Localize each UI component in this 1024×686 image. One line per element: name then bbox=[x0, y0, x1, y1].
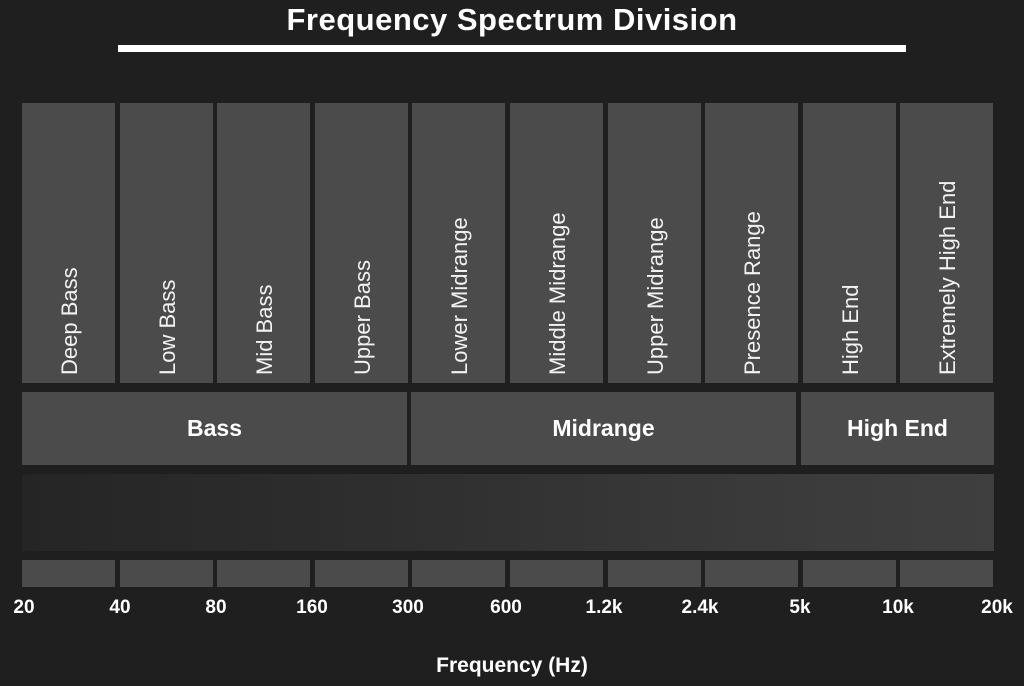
frequency-segment bbox=[315, 560, 408, 587]
x-axis-label: Frequency (Hz) bbox=[436, 654, 588, 677]
tick-label: 600 bbox=[490, 597, 522, 618]
band-label: Extremely High End bbox=[935, 180, 960, 375]
band-lower-midrange: Lower Midrange bbox=[412, 103, 505, 383]
band-label: Deep Bass bbox=[57, 267, 82, 375]
band-mid-bass: Mid Bass bbox=[217, 103, 310, 383]
band-label: Low Bass bbox=[155, 279, 180, 375]
band-extremely-high-end: Extremely High End bbox=[900, 103, 993, 383]
band-deep-bass: Deep Bass bbox=[22, 103, 115, 383]
frequency-segment bbox=[120, 560, 213, 587]
tick-label: 300 bbox=[392, 597, 424, 618]
band-high-end: High End bbox=[803, 103, 896, 383]
tick-label: 80 bbox=[205, 597, 227, 618]
frequency-segment bbox=[705, 560, 798, 587]
tick-label: 10k bbox=[882, 597, 914, 618]
tick-label: 20k bbox=[981, 597, 1013, 618]
tick-label: 40 bbox=[109, 597, 131, 618]
frequency-segment bbox=[608, 560, 701, 587]
tick-label: 1.2k bbox=[585, 597, 623, 618]
diagram-title: Frequency Spectrum Division bbox=[286, 2, 738, 37]
band-label: Mid Bass bbox=[252, 284, 277, 375]
spectrum-gradient-bar bbox=[22, 474, 994, 551]
group-midrange: Midrange bbox=[411, 392, 796, 465]
frequency-segment bbox=[510, 560, 603, 587]
tick-label: 20 bbox=[13, 597, 35, 618]
title-underline bbox=[118, 45, 906, 52]
band-label: Presence Range bbox=[740, 211, 765, 375]
frequency-segment bbox=[803, 560, 896, 587]
group-high-end: High End bbox=[801, 392, 994, 465]
band-low-bass: Low Bass bbox=[120, 103, 213, 383]
band-label: Middle Midrange bbox=[545, 212, 570, 375]
band-label: Upper Bass bbox=[350, 260, 375, 375]
band-label: Lower Midrange bbox=[447, 217, 472, 375]
band-upper-bass: Upper Bass bbox=[315, 103, 408, 383]
band-label: High End bbox=[838, 284, 863, 375]
frequency-segment bbox=[217, 560, 310, 587]
band-upper-midrange: Upper Midrange bbox=[608, 103, 701, 383]
band-presence-range: Presence Range bbox=[705, 103, 798, 383]
frequency-segment bbox=[412, 560, 505, 587]
band-label: Upper Midrange bbox=[643, 217, 668, 375]
tick-label: 5k bbox=[789, 597, 811, 618]
tick-label: 160 bbox=[296, 597, 328, 618]
group-bass: Bass bbox=[22, 392, 407, 465]
frequency-segment bbox=[22, 560, 115, 587]
tick-label: 2.4k bbox=[681, 597, 719, 618]
frequency-segment bbox=[900, 560, 993, 587]
band-middle-midrange: Middle Midrange bbox=[510, 103, 603, 383]
